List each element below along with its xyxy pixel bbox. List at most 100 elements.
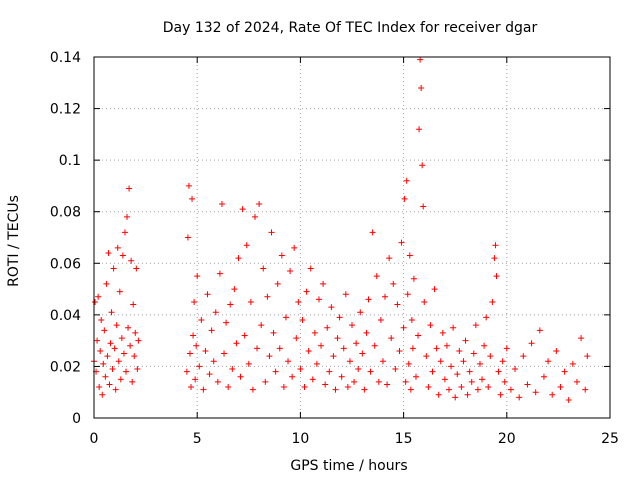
data-point <box>492 242 499 249</box>
data-point <box>405 360 412 367</box>
data-point <box>384 381 391 388</box>
data-point <box>135 337 142 344</box>
data-point <box>129 378 136 385</box>
data-point <box>186 350 193 357</box>
data-point <box>127 342 134 349</box>
data-point <box>108 309 115 316</box>
data-point <box>464 391 471 398</box>
data-point <box>501 378 508 385</box>
data-point <box>382 293 389 300</box>
data-point <box>233 340 240 347</box>
data-point <box>334 335 341 342</box>
data-point <box>318 342 325 349</box>
data-point <box>287 268 294 275</box>
data-point <box>107 340 114 347</box>
data-point <box>110 265 117 272</box>
data-point <box>295 298 302 305</box>
data-point <box>386 255 393 262</box>
data-point <box>470 350 477 357</box>
data-point <box>520 353 527 360</box>
data-point <box>507 386 514 393</box>
data-point <box>441 376 448 383</box>
data-point <box>227 301 234 308</box>
data-point <box>184 234 191 241</box>
data-point <box>185 182 192 189</box>
data-point <box>301 384 308 391</box>
data-point <box>439 329 446 336</box>
data-point <box>407 386 414 393</box>
data-point <box>210 358 217 365</box>
data-point <box>417 56 424 63</box>
data-point <box>351 378 358 385</box>
x-tick-label: 10 <box>291 431 309 447</box>
data-point <box>578 335 585 342</box>
data-point <box>363 329 370 336</box>
data-point <box>584 353 591 360</box>
data-point <box>183 368 190 375</box>
data-point <box>221 350 228 357</box>
data-point <box>357 309 364 316</box>
y-axis-label: ROTI / TECUs <box>6 195 22 287</box>
data-point <box>262 378 269 385</box>
data-point <box>493 273 500 280</box>
data-point <box>241 332 248 339</box>
data-point <box>435 391 442 398</box>
data-point <box>425 384 432 391</box>
data-point <box>114 244 121 251</box>
data-point <box>479 376 486 383</box>
data-point <box>303 288 310 295</box>
data-point <box>396 347 403 354</box>
data-point <box>264 293 271 300</box>
data-point <box>132 329 139 336</box>
data-point <box>266 353 273 360</box>
y-tick-label: 0 <box>72 411 81 427</box>
data-point <box>394 301 401 308</box>
data-point <box>131 353 138 360</box>
data-point <box>427 322 434 329</box>
data-point <box>212 309 219 316</box>
data-point <box>320 280 327 287</box>
data-point <box>278 252 285 259</box>
data-point <box>239 206 246 213</box>
data-point <box>322 381 329 388</box>
data-point <box>332 386 339 393</box>
data-point <box>229 366 236 373</box>
data-point <box>95 293 102 300</box>
data-point <box>371 342 378 349</box>
data-point <box>456 347 463 354</box>
data-point <box>105 249 112 256</box>
y-tick-label: 0.06 <box>50 256 81 272</box>
data-point <box>113 322 120 329</box>
data-point <box>268 229 275 236</box>
data-point <box>115 358 122 365</box>
data-point <box>309 376 316 383</box>
x-tick-label: 25 <box>601 431 619 447</box>
data-point <box>412 373 419 380</box>
data-point <box>285 358 292 365</box>
y-tick-label: 0.12 <box>50 102 81 118</box>
data-point <box>225 384 232 391</box>
data-point <box>133 265 140 272</box>
data-point <box>245 360 252 367</box>
data-point <box>193 342 200 349</box>
data-point <box>408 317 415 324</box>
data-point <box>349 322 355 329</box>
data-point <box>545 358 552 365</box>
y-tick-label: 0.08 <box>50 205 81 221</box>
data-point <box>315 296 322 303</box>
data-point <box>448 363 455 370</box>
data-point <box>342 291 349 298</box>
data-point <box>466 368 473 375</box>
data-point <box>472 322 479 329</box>
data-point <box>103 280 110 287</box>
data-point <box>403 177 410 184</box>
data-point <box>94 337 101 344</box>
data-point <box>249 386 256 393</box>
data-point <box>196 363 203 370</box>
data-point <box>192 376 199 383</box>
data-point <box>429 368 436 375</box>
data-point <box>569 360 576 367</box>
data-point <box>307 265 314 272</box>
chart-title: Day 132 of 2024, Rate Of TEC Index for r… <box>163 20 538 36</box>
